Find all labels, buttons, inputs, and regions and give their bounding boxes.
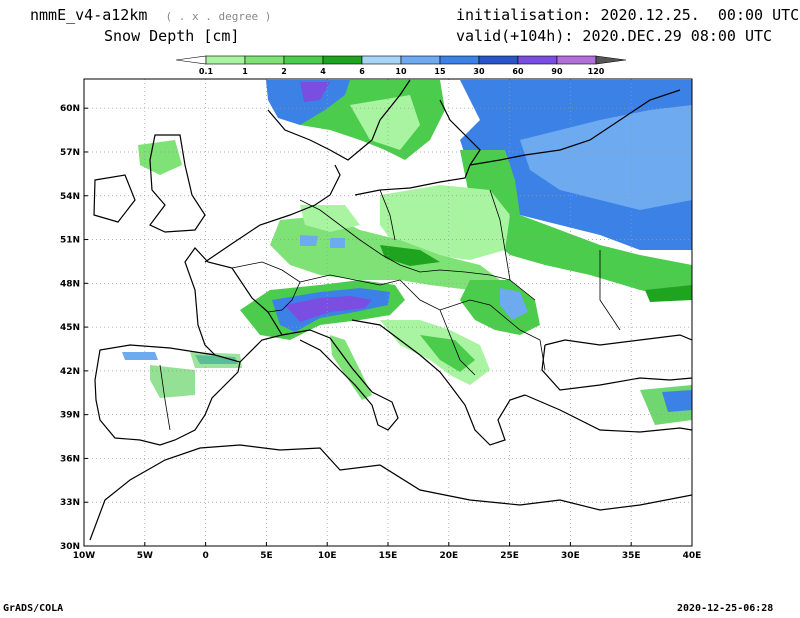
snow-norway-purple (300, 82, 330, 102)
colorbar-label: 0.1 (199, 67, 214, 76)
snow-norway-blue (266, 80, 350, 125)
snow-balkans-green (420, 335, 475, 372)
snow-russia-blue-light (520, 105, 692, 210)
colorbar-label: 15 (434, 67, 446, 76)
snow-pyrenees-green (190, 352, 242, 368)
colorbar-swatch (175, 55, 207, 65)
footer-software: GrADS/COLA (3, 603, 64, 614)
lon-label: 0 (202, 551, 208, 561)
model-name: nmmE_v4-a12km (30, 6, 148, 24)
colorbar-label: 1 (242, 67, 248, 76)
colorbar-swatch (244, 55, 285, 65)
snow-poland (380, 185, 510, 260)
lat-label: 39N (60, 411, 80, 421)
colorbar-label: 6 (359, 67, 365, 76)
lon-label: 20E (439, 551, 458, 561)
lon-label: 10E (318, 551, 337, 561)
lat-label: 60N (60, 104, 80, 114)
snow-germany-light (300, 205, 360, 232)
coast-turkey (524, 394, 692, 433)
snow-anatolia-blue (662, 390, 692, 412)
coast-scandinavia (267, 79, 411, 161)
colorbar-swatch (595, 55, 627, 65)
lon-label: 30E (561, 551, 580, 561)
lat-label: 33N (60, 498, 80, 508)
coast-northsea (204, 164, 341, 263)
lat-label: 45N (60, 323, 80, 333)
coast-iberia (94, 344, 241, 446)
colorbar-swatch (283, 55, 324, 65)
coast-greece (449, 384, 526, 446)
colorbar-label: 60 (512, 67, 524, 76)
valid-time: valid(+104h): 2020.DEC.29 08:00 UTC (456, 27, 773, 45)
coast-africa (89, 444, 692, 541)
colorbar-label: 30 (473, 67, 485, 76)
snow-cantabrian (122, 352, 158, 360)
coast-finland (469, 89, 681, 166)
snow-alps-purple (285, 296, 372, 322)
snow-bohemia-blue (300, 235, 318, 246)
colorbar-swatch (400, 55, 441, 65)
coast-ireland (93, 174, 136, 223)
colorbar-swatch (556, 55, 597, 65)
snow-carpathians-blue (500, 288, 528, 320)
lat-label: 36N (60, 454, 80, 464)
footer-timestamp: 2020-12-25-06:28 (677, 603, 774, 614)
colorbar-label: 2 (281, 67, 287, 76)
snow-russia-green (460, 150, 692, 300)
model-title: nmmE_v4-a12km ( . x . degree ) (30, 6, 271, 24)
lon-label: 25E (500, 551, 519, 561)
lon-label: 10W (73, 551, 96, 561)
lon-label: 5E (260, 551, 272, 561)
coast-italy (281, 329, 399, 431)
coast-britain (149, 134, 206, 233)
country-borders (159, 189, 621, 431)
colorbar-label: 90 (551, 67, 563, 76)
colorbar-swatch (478, 55, 519, 65)
lon-label: 35E (622, 551, 641, 561)
lat-label: 54N (60, 192, 80, 202)
lon-label: 5W (137, 551, 153, 561)
lat-label: 57N (60, 148, 80, 158)
snow-sweden-light (350, 95, 420, 150)
colorbar-swatch (517, 55, 558, 65)
map-area (84, 79, 692, 546)
grid-note: ( . x . degree ) (165, 10, 272, 23)
colorbar-swatch (361, 55, 402, 65)
colorbar-swatch (205, 55, 246, 65)
snow-britain (138, 140, 182, 175)
initialisation-time: initialisation: 2020.12.25. 00:00 UTC (456, 6, 800, 24)
lat-label: 51N (60, 236, 80, 246)
lon-label: 40E (683, 551, 702, 561)
coastlines (89, 79, 692, 541)
colorbar-swatch (439, 55, 480, 65)
variable-title: Snow Depth [cm] (104, 27, 240, 45)
colorbar-label: 10 (395, 67, 407, 76)
colorbar-label: 120 (588, 67, 605, 76)
lon-label: 15E (379, 551, 398, 561)
colorbar-swatch (322, 55, 363, 65)
map-grid (84, 79, 692, 546)
snow-harz-blue (330, 238, 345, 248)
lat-label: 30N (60, 542, 80, 552)
colorbar: 0.1 1 2 4 6 10 15 30 60 90 120 (175, 55, 627, 76)
coast-adriatic (351, 319, 451, 386)
colorbar-label: 4 (320, 67, 326, 76)
lat-label: 42N (60, 367, 80, 377)
axis-labels: 10W 5W 0 5E 10E 15E 20E 25E 30E 35E 40E 30N 33N 36N 39… (60, 104, 701, 561)
coast-baltic (354, 99, 481, 196)
snow-czech-dark (380, 245, 440, 266)
snow-caucasus (645, 285, 692, 302)
coast-blacksea (541, 334, 692, 391)
lat-label: 48N (60, 279, 80, 289)
